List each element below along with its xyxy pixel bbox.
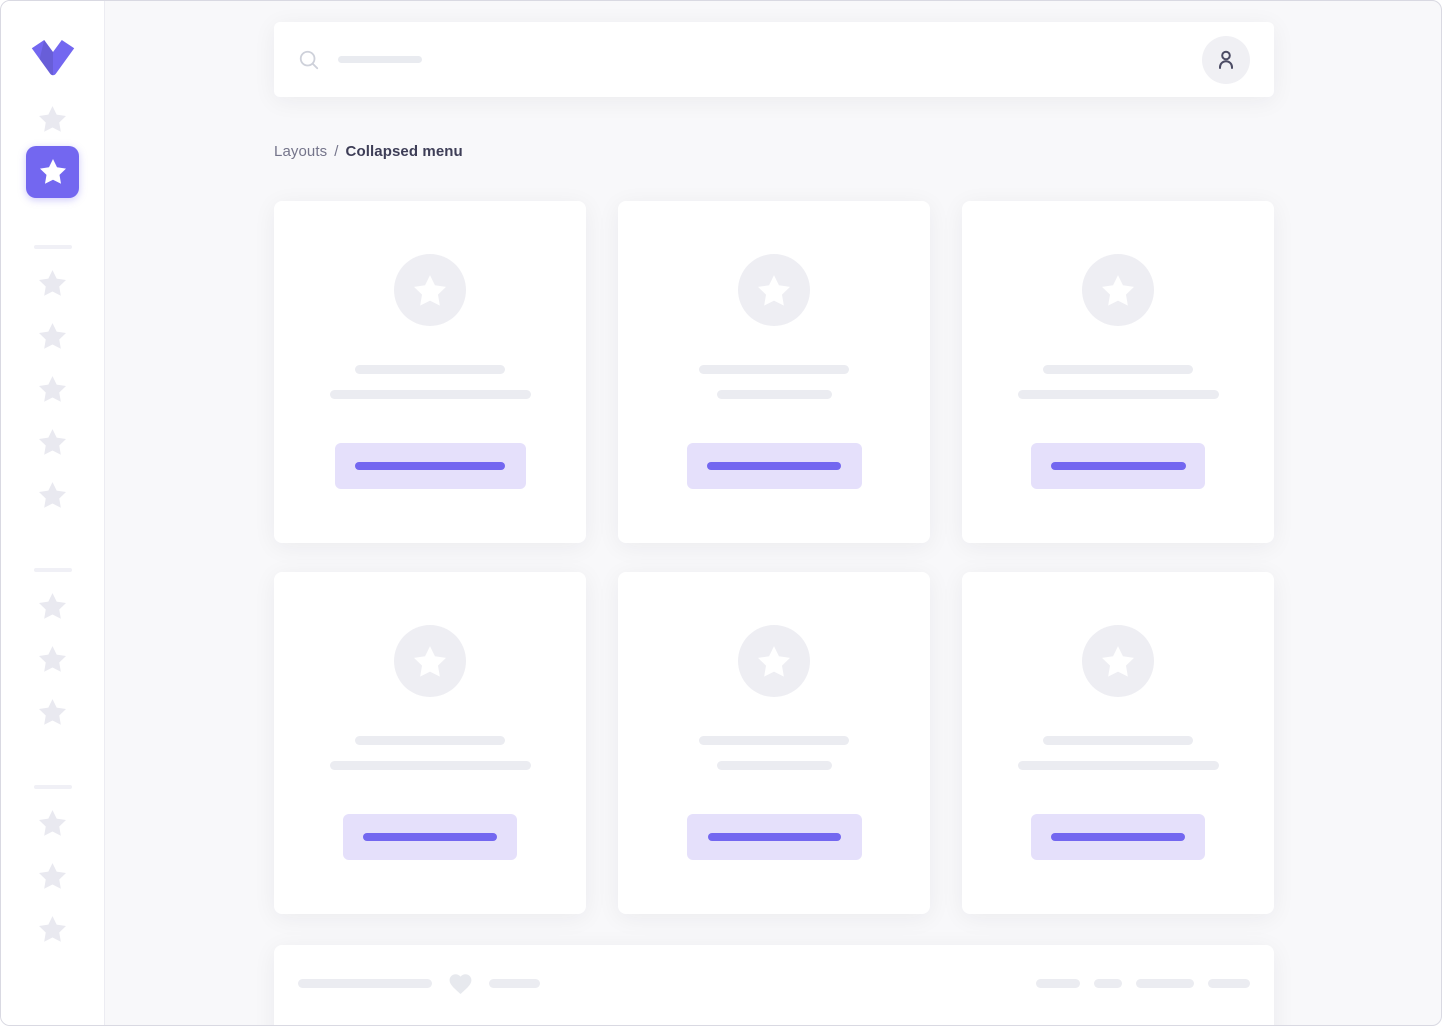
- breadcrumb-separator: /: [334, 143, 339, 160]
- collapsed-sidebar: [1, 1, 105, 1025]
- footer-card: [274, 945, 1274, 1025]
- star-icon: [39, 809, 66, 836]
- footer-right: [1036, 971, 1250, 995]
- placeholder-card: [962, 572, 1274, 914]
- vuexy-logo[interactable]: [31, 39, 75, 76]
- sidebar-item[interactable]: [1, 579, 104, 632]
- star-icon: [394, 254, 466, 326]
- header-search-bar: [274, 22, 1274, 97]
- star-icon: [39, 698, 66, 725]
- title-placeholder: [355, 365, 505, 374]
- title-placeholder: [699, 365, 849, 374]
- button-label-placeholder: [1050, 462, 1186, 470]
- heart-icon: [447, 971, 474, 995]
- subtitle-placeholder: [716, 390, 832, 399]
- button-label-placeholder: [707, 462, 841, 470]
- sidebar-item[interactable]: [1, 685, 104, 738]
- sidebar-item[interactable]: [1, 468, 104, 521]
- star-icon: [1082, 625, 1154, 697]
- star-icon: [26, 145, 79, 198]
- star-icon: [39, 428, 66, 455]
- search-icon: [298, 49, 320, 71]
- footer-text-placeholder: [298, 978, 432, 988]
- sidebar-item[interactable]: [1, 309, 104, 362]
- nav-divider: [1, 738, 104, 796]
- star-icon: [39, 592, 66, 619]
- sidebar-nav: [1, 92, 104, 955]
- user-avatar-button[interactable]: [1202, 35, 1250, 84]
- breadcrumb-parent[interactable]: Layouts: [274, 143, 328, 160]
- star-icon: [39, 645, 66, 672]
- card-action-button[interactable]: [334, 443, 526, 489]
- cards-grid: [274, 201, 1274, 914]
- button-label-placeholder: [363, 833, 497, 841]
- subtitle-placeholder: [716, 761, 832, 770]
- subtitle-placeholder: [1017, 390, 1219, 399]
- nav-divider: [1, 521, 104, 579]
- footer-link-placeholder[interactable]: [1208, 978, 1250, 988]
- star-icon: [1082, 254, 1154, 326]
- star-icon: [394, 625, 466, 697]
- card-action-button[interactable]: [1031, 443, 1205, 489]
- title-placeholder: [355, 736, 505, 745]
- card-action-button[interactable]: [686, 443, 862, 489]
- sidebar-item-active[interactable]: [1, 145, 104, 198]
- nav-divider: [1, 198, 104, 256]
- sidebar-item[interactable]: [1, 415, 104, 468]
- card-action-button[interactable]: [1031, 814, 1205, 860]
- search-placeholder-line: [338, 56, 422, 63]
- sidebar-item[interactable]: [1, 256, 104, 309]
- sidebar-item[interactable]: [1, 632, 104, 685]
- placeholder-card: [274, 201, 586, 543]
- footer-link-placeholder[interactable]: [1136, 978, 1194, 988]
- star-icon: [738, 254, 810, 326]
- sidebar-item[interactable]: [1, 849, 104, 902]
- sidebar-item[interactable]: [1, 362, 104, 415]
- subtitle-placeholder: [329, 761, 531, 770]
- main-content: Layouts / Collapsed menu: [105, 1, 1441, 1025]
- card-action-button[interactable]: [686, 814, 862, 860]
- button-label-placeholder: [707, 833, 841, 841]
- title-placeholder: [1043, 365, 1193, 374]
- title-placeholder: [699, 736, 849, 745]
- title-placeholder: [1043, 736, 1193, 745]
- subtitle-placeholder: [329, 390, 531, 399]
- star-icon: [39, 862, 66, 889]
- button-label-placeholder: [1051, 833, 1185, 841]
- sidebar-item[interactable]: [1, 92, 104, 145]
- sidebar-item[interactable]: [1, 902, 104, 955]
- placeholder-card: [962, 201, 1274, 543]
- person-icon: [1214, 48, 1238, 72]
- star-icon: [39, 481, 66, 508]
- star-icon: [39, 915, 66, 942]
- sidebar-item[interactable]: [1, 796, 104, 849]
- star-icon: [39, 322, 66, 349]
- card-action-button[interactable]: [343, 814, 517, 860]
- footer-left: [298, 971, 540, 995]
- subtitle-placeholder: [1017, 761, 1219, 770]
- search-input[interactable]: [298, 22, 1202, 97]
- star-icon: [39, 269, 66, 296]
- button-label-placeholder: [355, 462, 505, 470]
- footer-text-placeholder: [489, 978, 540, 988]
- placeholder-card: [274, 572, 586, 914]
- breadcrumb: Layouts / Collapsed menu: [274, 143, 1441, 160]
- placeholder-card: [618, 201, 930, 543]
- breadcrumb-current: Collapsed menu: [345, 143, 463, 160]
- star-icon: [738, 625, 810, 697]
- footer-link-placeholder[interactable]: [1036, 978, 1080, 988]
- footer-link-placeholder[interactable]: [1094, 978, 1122, 988]
- star-icon: [39, 105, 66, 132]
- placeholder-card: [618, 572, 930, 914]
- star-icon: [39, 375, 66, 402]
